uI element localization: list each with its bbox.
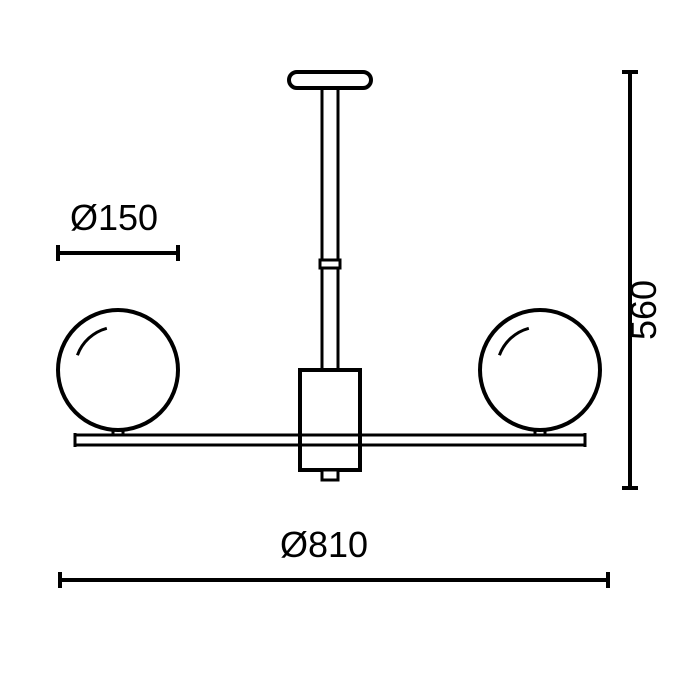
- hub-bottom-nub: [322, 470, 338, 480]
- technical-drawing: Ø150 Ø810 560: [0, 0, 700, 700]
- rod-upper: [322, 88, 338, 260]
- dim-globe-label: Ø150: [70, 197, 158, 238]
- dim-width-label: Ø810: [280, 524, 368, 565]
- globe-left: [58, 310, 178, 430]
- rod-lower: [322, 268, 338, 370]
- central-hub: [300, 370, 360, 470]
- globe-right: [480, 310, 600, 430]
- ceiling-canopy: [289, 72, 371, 88]
- dim-height-label: 560: [623, 280, 664, 340]
